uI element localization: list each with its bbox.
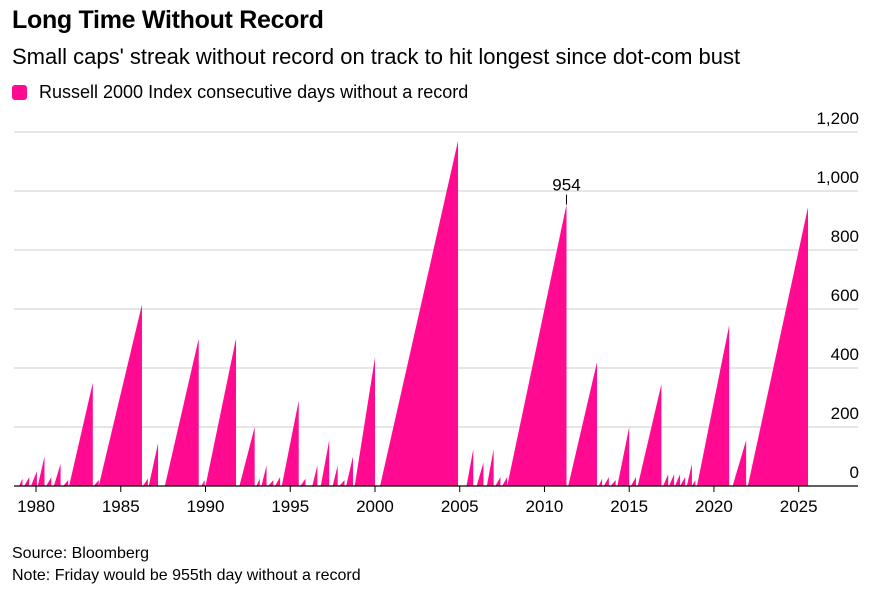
legend: Russell 2000 Index consecutive days with… (12, 82, 468, 103)
streak-areas (19, 140, 809, 486)
streak-area (274, 477, 281, 486)
x-tick-label: 1990 (187, 497, 225, 516)
streak-area (686, 463, 692, 486)
streak-area (332, 465, 338, 486)
x-tick-label: 2000 (356, 497, 394, 516)
streak-area (24, 477, 30, 486)
streak-area (680, 477, 686, 486)
y-tick-label: 0 (850, 463, 859, 482)
streak-area (495, 477, 501, 486)
streak-area (30, 471, 37, 486)
x-tick-label: 1980 (17, 497, 55, 516)
x-tick-label: 1995 (271, 497, 309, 516)
x-tick-label: 2020 (695, 497, 733, 516)
x-tick-label: 2010 (526, 497, 564, 516)
streak-area (691, 480, 696, 486)
streak-area (261, 465, 267, 486)
y-tick-label: 800 (831, 227, 859, 246)
streak-area (346, 456, 353, 486)
x-tick-label: 2025 (780, 497, 818, 516)
streak-area (669, 474, 675, 486)
streak-area (164, 338, 199, 486)
streak-area (93, 480, 99, 486)
streak-area (507, 204, 567, 486)
streak-area (732, 440, 747, 486)
source-note: Source: Bloomberg (12, 545, 149, 562)
streak-area (148, 443, 159, 486)
streak-area (610, 480, 616, 486)
streak-area (339, 480, 345, 486)
streak-area (466, 449, 474, 486)
y-tick-label: 200 (831, 404, 859, 423)
annotation-label: 954 (552, 176, 580, 195)
streak-area (354, 357, 375, 486)
streak-area (747, 207, 809, 486)
y-tick-label: 600 (831, 286, 859, 305)
streak-area (674, 474, 681, 486)
streak-area (256, 478, 260, 486)
streak-area (300, 478, 306, 486)
streak-area (380, 140, 459, 486)
streak-area (476, 462, 484, 486)
streak-area (98, 304, 142, 486)
streak-area (142, 478, 148, 486)
streak-area (663, 474, 669, 486)
streak-area (239, 427, 255, 486)
footnote: Note: Friday would be 955th day without … (12, 567, 361, 584)
x-axis: 1980 1985 1990 1995 2000 2005 2010 2015 2020 2025 (14, 485, 858, 516)
streak-area (63, 480, 69, 486)
streak-area (19, 478, 23, 486)
streak-area (630, 477, 636, 486)
y-tick-label: 1,000 (816, 168, 859, 187)
streak-area (502, 477, 508, 486)
streak-area (205, 338, 237, 486)
y-tick-label: 400 (831, 345, 859, 364)
y-tick-label: 1,200 (816, 109, 859, 128)
streak-area (486, 449, 494, 486)
streak-area (617, 427, 630, 486)
x-tick-label: 2005 (441, 497, 479, 516)
streak-area (281, 400, 299, 486)
annotations: 954 (552, 176, 581, 205)
streak-area (53, 463, 61, 486)
streak-area (637, 384, 662, 486)
legend-swatch (12, 85, 27, 100)
x-tick-label: 2015 (610, 497, 648, 516)
streak-area (37, 456, 45, 486)
chart-subtitle: Small caps' streak without record on tra… (12, 44, 741, 69)
streak-area (312, 465, 318, 486)
streak-area (603, 477, 609, 486)
streak-area (568, 362, 598, 486)
streak-area (46, 477, 52, 486)
legend-label: Russell 2000 Index consecutive days with… (39, 82, 469, 102)
streak-area (69, 382, 93, 486)
streak-area (268, 480, 274, 486)
chart-title: Long Time Without Record (12, 6, 324, 34)
streak-area (320, 440, 330, 486)
x-tick-label: 1985 (102, 497, 140, 516)
streak-area (696, 325, 730, 486)
y-axis-labels: 0 200 400 600 800 1,000 1,200 (816, 109, 859, 482)
streak-area (201, 480, 205, 486)
streak-area (598, 478, 603, 486)
